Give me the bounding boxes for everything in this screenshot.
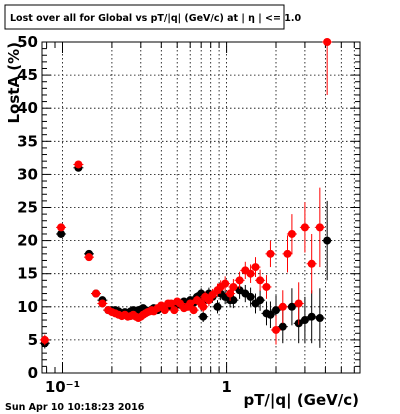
data-point	[307, 259, 316, 268]
data-point	[199, 302, 208, 311]
y-tick-label: 50	[17, 33, 38, 51]
data-point	[246, 269, 255, 278]
data-point	[229, 282, 238, 291]
data-point	[262, 282, 271, 291]
data-point	[251, 263, 260, 272]
data-point	[323, 38, 332, 46]
y-tick-label: 25	[17, 199, 38, 217]
data-point	[208, 290, 217, 299]
y-tick-label: 20	[17, 232, 38, 250]
y-tick-label: 30	[17, 165, 38, 183]
data-point	[98, 299, 107, 308]
plot-frame	[41, 41, 361, 374]
data-point	[272, 306, 281, 315]
data-point	[266, 249, 275, 258]
y-tick-label: 15	[17, 265, 38, 283]
data-point	[199, 312, 208, 321]
data-point	[294, 299, 303, 308]
data-series	[39, 38, 333, 349]
data-point	[300, 316, 309, 325]
y-tick-label: 5	[28, 331, 38, 349]
data-point	[186, 299, 195, 308]
data-point	[278, 302, 287, 311]
y-tick-labels: 0 5 10 15 20 25 30 35 40 45 50	[17, 33, 38, 382]
data-point	[91, 289, 100, 298]
data-point	[272, 325, 281, 334]
data-point	[256, 276, 265, 285]
data-point	[160, 306, 169, 315]
data-point	[307, 312, 316, 321]
data-point	[57, 229, 66, 238]
data-point	[84, 253, 93, 262]
data-point	[226, 289, 235, 298]
data-point	[221, 279, 230, 288]
data-point	[300, 223, 309, 232]
series-red	[39, 38, 333, 346]
data-point	[246, 292, 255, 301]
x-tick-labels: 10⁻¹ 1	[45, 378, 232, 396]
data-point	[229, 296, 238, 305]
data-point	[40, 335, 49, 344]
y-tick-label: 45	[17, 66, 38, 84]
data-point	[283, 249, 292, 258]
data-point	[315, 314, 324, 323]
data-point	[57, 223, 66, 232]
data-point	[287, 302, 296, 311]
data-point	[170, 306, 179, 315]
axis-ticks	[42, 41, 360, 374]
x-tick-label: 1	[221, 378, 231, 396]
grid	[42, 42, 360, 373]
data-point	[266, 310, 275, 319]
data-point	[323, 236, 332, 245]
data-point	[315, 223, 324, 232]
x-tick-label: 10⁻¹	[45, 378, 80, 396]
data-point	[74, 160, 83, 169]
y-axis-title: LostA (%)	[5, 42, 23, 124]
y-tick-label: 40	[17, 99, 38, 117]
y-tick-label: 0	[28, 364, 38, 382]
data-point	[287, 229, 296, 238]
data-point	[256, 296, 265, 305]
data-point	[189, 306, 198, 315]
timestamp: Sun Apr 10 10:18:23 2016	[5, 402, 145, 413]
title-box	[4, 4, 285, 30]
y-tick-label: 10	[17, 298, 38, 316]
chart-title: Lost over all for Global vs pT/|q| (GeV/…	[10, 13, 301, 24]
data-point	[278, 322, 287, 331]
y-tick-label: 35	[17, 132, 38, 150]
data-point	[235, 276, 244, 285]
data-point	[213, 302, 222, 311]
x-axis-title: pT/|q| (GeV/c)	[243, 391, 359, 410]
